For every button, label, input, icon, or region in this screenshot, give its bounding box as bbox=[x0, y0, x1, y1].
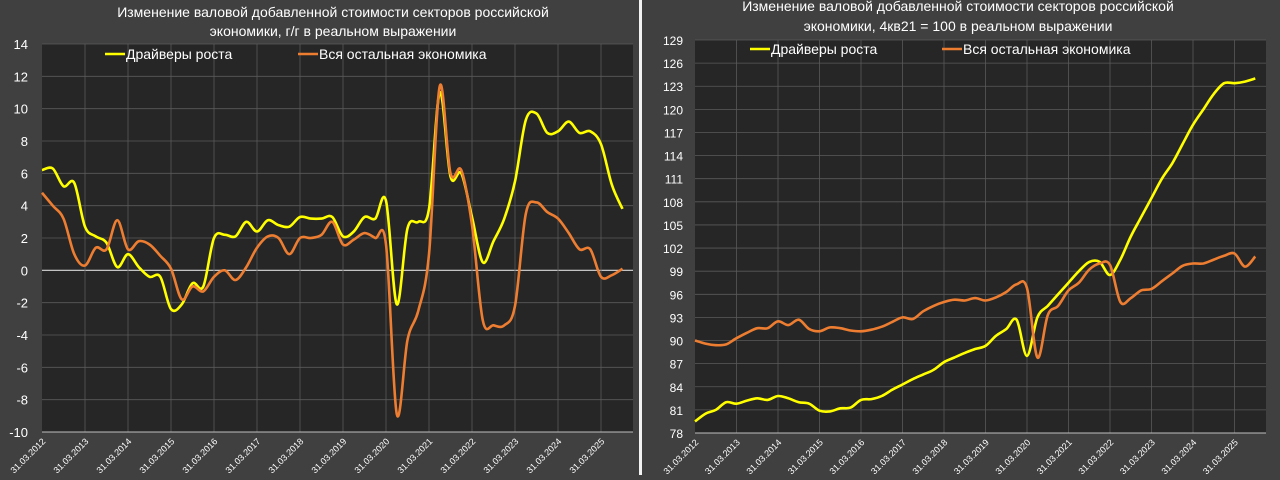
y-tick-label: -2 bbox=[16, 296, 28, 311]
y-tick-label: 10 bbox=[14, 102, 28, 117]
y-tick-label: 117 bbox=[664, 126, 683, 140]
y-tick-label: 96 bbox=[670, 288, 684, 302]
y-tick-label: 78 bbox=[670, 427, 684, 441]
y-tick-label: 84 bbox=[670, 381, 684, 395]
series-line-drivers bbox=[41, 91, 624, 313]
y-tick-label: 93 bbox=[670, 311, 684, 325]
y-tick-label: 2 bbox=[21, 231, 28, 246]
y-tick-label: -4 bbox=[16, 328, 28, 343]
legend-label: Вся остальная экономика bbox=[319, 46, 487, 62]
y-tick-label: 111 bbox=[665, 173, 684, 187]
y-tick-label: 81 bbox=[670, 404, 684, 418]
y-tick-label: -8 bbox=[16, 393, 28, 408]
y-tick-label: -6 bbox=[16, 360, 28, 375]
panel-divider bbox=[639, 0, 642, 475]
series-line-rest-economy bbox=[40, 83, 624, 418]
chart-title: Изменение валовой добавленной стоимости … bbox=[117, 4, 549, 20]
legend-label: Драйверы роста bbox=[771, 41, 878, 57]
y-tick-label: 114 bbox=[664, 150, 683, 164]
y-tick-label: 87 bbox=[670, 358, 684, 372]
y-tick-label: 120 bbox=[663, 103, 683, 117]
chart-2: 78 81 84 87 90 93 96 99 102 105 108 111 114 117 120 123… bbox=[661, 0, 1266, 476]
y-tick-label: 99 bbox=[670, 265, 684, 279]
chart-title: экономики, 4кв21 = 100 в реальном выраже… bbox=[804, 18, 1113, 34]
y-tick-label: 6 bbox=[21, 166, 28, 181]
y-tick-label: -10 bbox=[9, 425, 28, 440]
chart-title: экономики, г/г в реальном выражении bbox=[210, 23, 457, 39]
y-tick-label: 4 bbox=[21, 199, 28, 214]
y-tick-label: 12 bbox=[14, 69, 28, 84]
y-tick-label: 14 bbox=[14, 37, 28, 52]
y-tick-label: 8 bbox=[21, 134, 28, 149]
plot-area bbox=[695, 40, 1266, 433]
y-tick-label: 105 bbox=[663, 219, 683, 233]
chart-title: Изменение валовой добавленной стоимости … bbox=[742, 0, 1174, 14]
y-tick-label: 0 bbox=[21, 263, 28, 278]
y-tick-label: 123 bbox=[663, 80, 683, 94]
series-line-drivers bbox=[694, 77, 1256, 423]
legend-label: Вся остальная экономика bbox=[963, 41, 1131, 57]
series-line-rest-economy bbox=[694, 251, 1257, 359]
y-tick-label: 129 bbox=[663, 34, 683, 48]
legend-label: Драйверы роста bbox=[126, 46, 233, 62]
y-tick-label: 90 bbox=[670, 335, 684, 349]
y-tick-label: 126 bbox=[663, 57, 683, 71]
y-tick-label: 108 bbox=[663, 196, 683, 210]
y-tick-label: 102 bbox=[663, 242, 683, 256]
